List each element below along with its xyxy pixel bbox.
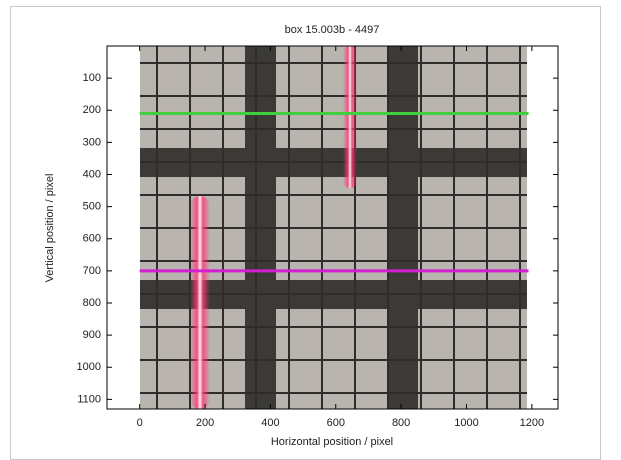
laser-streak [190, 196, 210, 409]
y-tick-label: 300 [83, 136, 101, 148]
x-tick-label: 800 [392, 417, 410, 429]
y-tick-label: 400 [83, 168, 101, 180]
axes-box [106, 45, 559, 410]
x-tick-label: 200 [196, 417, 214, 429]
x-tick-label: 400 [261, 417, 279, 429]
y-tick-label: 1000 [77, 361, 101, 373]
x-axis-label: Horizontal position / pixel [271, 436, 393, 448]
x-tick-label: 0 [137, 417, 143, 429]
y-tick-label: 600 [83, 233, 101, 245]
y-tick-label: 200 [83, 104, 101, 116]
y-tick-label: 900 [83, 329, 101, 341]
axes: 0 200 400 600 800 1000 1200 100 200 300 400 500 600 7… [77, 45, 559, 429]
x-tick-label: 1000 [454, 417, 478, 429]
laser-streak [343, 46, 357, 188]
y-tick-label: 700 [83, 265, 101, 277]
y-tick-label: 500 [83, 201, 101, 213]
chart-title: box 15.003b - 4497 [285, 24, 380, 36]
y-tick-label: 100 [83, 72, 101, 84]
y-tick-label: 1100 [77, 393, 101, 405]
y-tick-label: 800 [83, 297, 101, 309]
x-tick-label: 1200 [520, 417, 544, 429]
camera-image [140, 46, 527, 409]
y-axis-label: Vertical position / pixel [44, 174, 56, 283]
x-tick-label: 600 [327, 417, 345, 429]
